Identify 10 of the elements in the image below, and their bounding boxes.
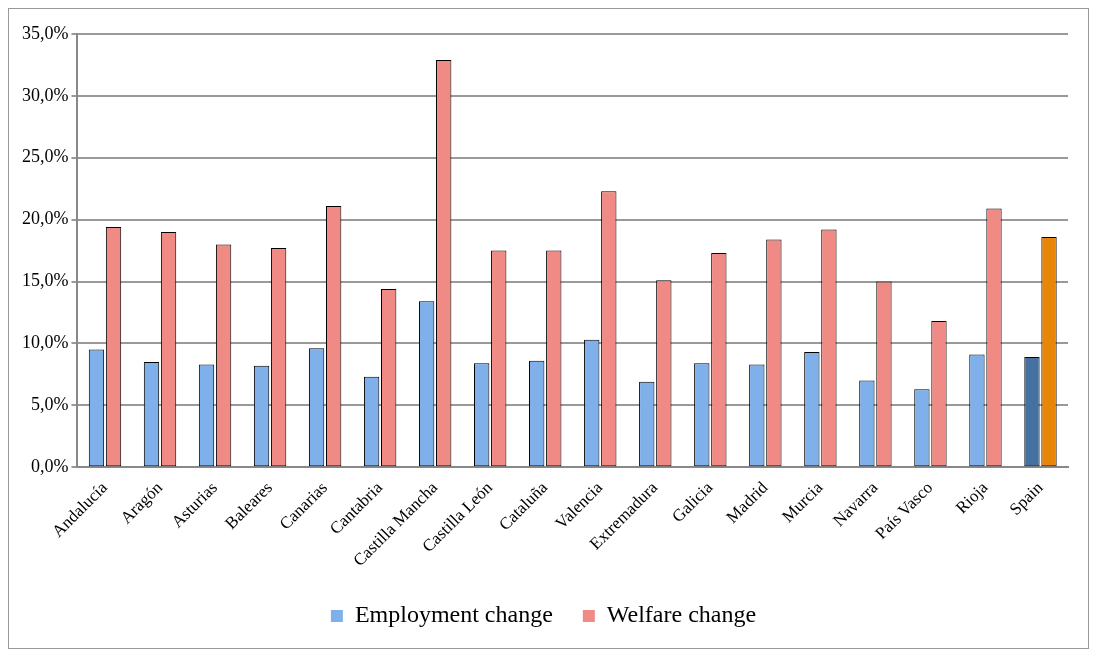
legend-label: Employment change: [354, 601, 553, 628]
legend-label: Welfare change: [606, 601, 757, 628]
y-tick-label: 10,0%: [21, 332, 69, 353]
y-tick-label: 20,0%: [21, 208, 69, 229]
y-tick-label: 35,0%: [21, 22, 69, 43]
y-tick-label: 0,0%: [30, 455, 69, 476]
y-tick-label: 25,0%: [21, 146, 69, 167]
y-tick-label: 5,0%: [30, 393, 69, 414]
y-tick-label: 30,0%: [21, 84, 69, 105]
y-tick-label: 15,0%: [21, 270, 69, 291]
